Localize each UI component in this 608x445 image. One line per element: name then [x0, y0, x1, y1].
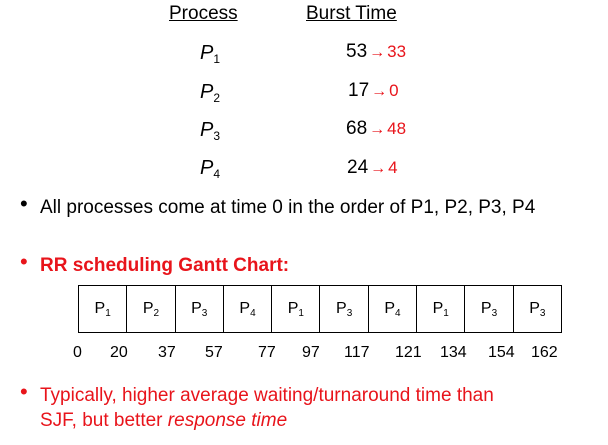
gantt-cell: P1: [79, 286, 128, 332]
arrow-icon: →: [370, 160, 387, 177]
gantt-time-label: 37: [158, 344, 176, 361]
gantt-cell: P2: [127, 286, 176, 332]
gantt-time-label: 57: [205, 344, 223, 361]
gantt-time-label: 117: [344, 344, 370, 361]
note-line-2: SJF, but better response time: [40, 410, 288, 431]
process-name-p4: P4: [200, 157, 221, 181]
process-name-p2: P2: [200, 81, 221, 105]
bullet-icon: •: [20, 379, 28, 404]
gantt-chart: P1 P2 P3 P4 P1 P3 P4 P1 P3 P3: [78, 285, 562, 333]
burst-time-p1: 53 → 33: [346, 41, 407, 62]
burst-time-p4: 24 → 4: [347, 157, 398, 178]
bullet-icon: •: [20, 191, 28, 216]
gantt-cell: P3: [465, 286, 514, 332]
gantt-time-label: 0: [73, 344, 82, 361]
note-line-1: Typically, higher average waiting/turnar…: [40, 385, 494, 406]
arrow-icon: →: [371, 83, 388, 100]
arrow-icon: →: [369, 121, 386, 138]
gantt-cell: P1: [272, 286, 321, 332]
gantt-time-label: 134: [440, 344, 467, 361]
gantt-cell: P3: [176, 286, 224, 332]
gantt-cell: P4: [369, 286, 418, 332]
gantt-time-label: 162: [531, 344, 558, 361]
process-column-header: Process: [169, 3, 238, 24]
gantt-cell: P3: [320, 286, 369, 332]
burst-time-column-header: Burst Time: [306, 3, 397, 24]
process-name-p3: P3: [200, 119, 221, 143]
response-time-emphasis: response time: [167, 410, 288, 431]
gantt-cell: P4: [224, 286, 273, 332]
burst-time-p2: 17 → 0: [348, 80, 399, 101]
gantt-cell: P3: [529, 300, 546, 319]
arrival-bullet-text: All processes come at time 0 in the orde…: [40, 197, 536, 218]
gantt-chart-title: RR scheduling Gantt Chart:: [40, 255, 290, 276]
burst-time-p3: 68 → 48: [346, 118, 407, 139]
gantt-time-label: 97: [302, 344, 320, 361]
gantt-time-label: 77: [258, 344, 276, 361]
gantt-cell: P1: [417, 286, 466, 332]
arrow-icon: →: [369, 44, 386, 61]
process-name-p1: P1: [200, 42, 221, 66]
bullet-icon: •: [20, 249, 28, 274]
gantt-time-label: 121: [395, 344, 422, 361]
gantt-time-label: 20: [110, 344, 128, 361]
gantt-time-label: 154: [488, 344, 515, 361]
